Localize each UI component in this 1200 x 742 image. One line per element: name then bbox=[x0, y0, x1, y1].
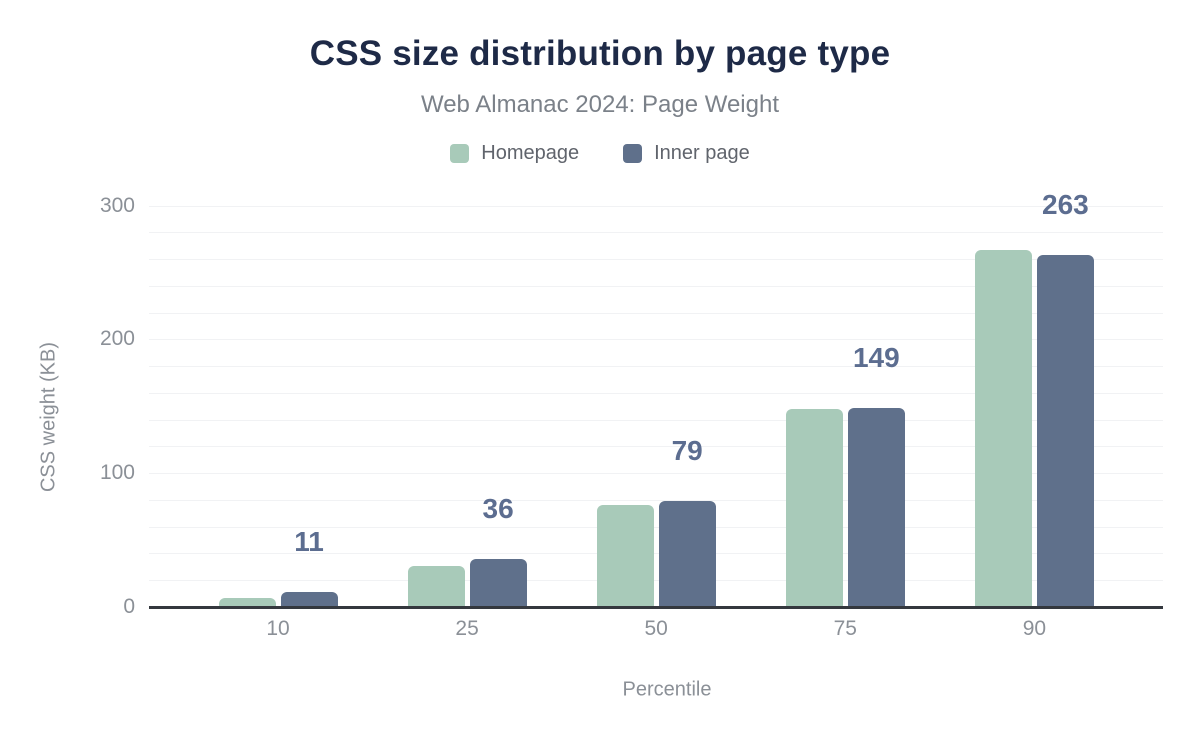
x-axis-tick-label: 50 bbox=[644, 617, 668, 640]
bar-homepage-p90 bbox=[974, 249, 1032, 607]
bar-inner-page-p10 bbox=[280, 592, 338, 607]
bar-inner-page-p75 bbox=[847, 407, 905, 607]
gridline bbox=[149, 553, 1163, 555]
gridline bbox=[149, 446, 1163, 448]
gridline bbox=[149, 232, 1163, 234]
gridline bbox=[149, 339, 1163, 341]
bar-homepage-p25 bbox=[407, 565, 465, 607]
chart-subtitle: Web Almanac 2024: Page Weight bbox=[420, 91, 779, 118]
x-axis-tick-label: 10 bbox=[266, 617, 290, 640]
x-axis-title: Percentile bbox=[622, 678, 712, 701]
x-axis-line bbox=[149, 605, 1163, 609]
gridline bbox=[149, 580, 1163, 582]
legend: Homepage Inner page bbox=[0, 142, 1200, 165]
gridline bbox=[149, 366, 1163, 368]
legend-swatch-icon bbox=[450, 144, 470, 163]
gridline bbox=[149, 526, 1163, 528]
data-label: 36 bbox=[482, 492, 514, 524]
data-label: 11 bbox=[294, 526, 324, 558]
legend-label: Homepage bbox=[481, 142, 580, 164]
x-axis-tick-label: 75 bbox=[833, 617, 857, 640]
y-axis-title: CSS weight (KB) bbox=[37, 341, 60, 493]
y-axis-tick-label: 100 bbox=[99, 461, 135, 485]
data-label: 149 bbox=[852, 341, 900, 373]
bar-inner-page-p50 bbox=[658, 501, 716, 607]
y-axis-tick-label: 200 bbox=[99, 327, 135, 351]
bar-homepage-p10 bbox=[218, 597, 276, 607]
gridline bbox=[149, 499, 1163, 501]
gridline bbox=[149, 419, 1163, 421]
y-axis-tick-label: 0 bbox=[123, 595, 135, 618]
gridline bbox=[149, 473, 1163, 475]
legend-swatch-icon bbox=[623, 144, 643, 163]
legend-item-inner-page[interactable]: Inner page bbox=[623, 142, 750, 165]
data-label: 263 bbox=[1042, 189, 1089, 221]
gridline bbox=[149, 312, 1163, 314]
x-axis-tick-label: 90 bbox=[1022, 617, 1047, 640]
gridline bbox=[149, 285, 1163, 287]
gridline bbox=[149, 205, 1163, 207]
bar-homepage-p50 bbox=[596, 505, 654, 607]
gridline bbox=[149, 392, 1163, 394]
x-axis-tick-label: 25 bbox=[455, 617, 479, 640]
bar-inner-page-p25 bbox=[469, 558, 527, 607]
legend-item-homepage[interactable]: Homepage bbox=[450, 142, 579, 165]
chart-title: CSS size distribution by page type bbox=[309, 34, 891, 73]
legend-label: Inner page bbox=[654, 142, 750, 164]
bar-inner-page-p90 bbox=[1036, 255, 1094, 607]
bar-homepage-p75 bbox=[785, 408, 843, 607]
data-label: 79 bbox=[671, 435, 703, 467]
gridline bbox=[149, 259, 1163, 261]
y-axis-tick-label: 300 bbox=[99, 193, 135, 217]
